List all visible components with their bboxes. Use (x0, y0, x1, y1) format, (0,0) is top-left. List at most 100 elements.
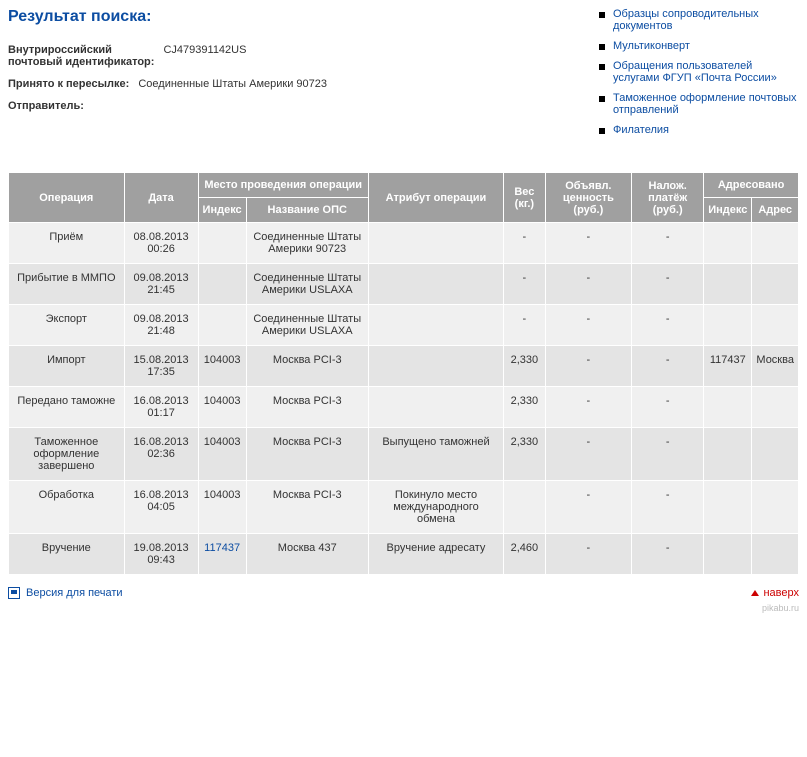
cell-weight (504, 481, 545, 534)
cell-aidx (704, 534, 752, 575)
cell-weight: 2,330 (504, 346, 545, 387)
print-label: Версия для печати (26, 587, 123, 599)
sidebar-link[interactable]: Таможенное оформление почтовых отправлен… (613, 92, 799, 116)
cell-date: 19.08.2013 09:43 (124, 534, 198, 575)
cell-op: Импорт (9, 346, 125, 387)
sidebar-item[interactable]: Обращения пользователей услугами ФГУП «П… (599, 60, 799, 84)
bullet-icon (599, 64, 605, 70)
th-index: Индекс (198, 198, 246, 223)
cell-date: 09.08.2013 21:45 (124, 264, 198, 305)
bullet-icon (599, 44, 605, 50)
cell-aidx (704, 264, 752, 305)
cell-attr (368, 305, 503, 346)
cell-index[interactable]: 117437 (198, 534, 246, 575)
cell-addr: Москва (752, 346, 799, 387)
table-row: Приём08.08.2013 00:26 Соединенные Штаты А… (9, 223, 799, 264)
cell-addr (752, 481, 799, 534)
cell-date: 09.08.2013 21:48 (124, 305, 198, 346)
cell-index: 104003 (198, 387, 246, 428)
th-addr: Адрес (752, 198, 799, 223)
bullet-icon (599, 12, 605, 18)
cell-op: Приём (9, 223, 125, 264)
cell-attr (368, 387, 503, 428)
th-operation: Операция (9, 173, 125, 223)
cell-aidx: 117437 (704, 346, 752, 387)
cell-op: Обработка (9, 481, 125, 534)
bullet-icon (599, 128, 605, 134)
cell-cod: - (632, 223, 704, 264)
th-addressed-group: Адресовано (704, 173, 799, 198)
arrow-up-icon (751, 590, 759, 596)
table-row: Прибытие в ММПО09.08.2013 21:45Соединенн… (9, 264, 799, 305)
accepted-label: Принято к пересылке: (8, 78, 129, 90)
cell-index: 104003 (198, 346, 246, 387)
cell-decl: - (545, 264, 632, 305)
cell-cod: - (632, 481, 704, 534)
cell-aidx (704, 305, 752, 346)
cell-decl: - (545, 346, 632, 387)
table-row: Импорт15.08.2013 17:35104003Москва PCI-3… (9, 346, 799, 387)
cell-ops: Москва 437 (246, 534, 368, 575)
cell-ops: Москва PCI-3 (246, 387, 368, 428)
th-addr-index: Индекс (704, 198, 752, 223)
sidebar-link[interactable]: Мультиконверт (613, 40, 690, 52)
cell-cod: - (632, 346, 704, 387)
th-declared: Объявл. ценность (руб.) (545, 173, 632, 223)
sidebar-link[interactable]: Филателия (613, 124, 669, 136)
cell-addr (752, 264, 799, 305)
cell-ops: Соединенные Штаты Америки 90723 (246, 223, 368, 264)
cell-op: Передано таможне (9, 387, 125, 428)
th-cod: Налож. платёж (руб.) (632, 173, 704, 223)
cell-decl: - (545, 481, 632, 534)
tracking-table: Операция Дата Место проведения операции … (8, 172, 799, 575)
cell-attr: Выпущено таможней (368, 428, 503, 481)
watermark: pikabu.ru (0, 603, 807, 613)
sidebar-link[interactable]: Обращения пользователей услугами ФГУП «П… (613, 60, 799, 84)
sidebar-item[interactable]: Таможенное оформление почтовых отправлен… (599, 92, 799, 116)
cell-date: 08.08.2013 00:26 (124, 223, 198, 264)
back-to-top-link[interactable]: наверх (751, 587, 799, 599)
sidebar: Образцы сопроводительных документов Мульт… (579, 8, 799, 144)
sidebar-item[interactable]: Филателия (599, 124, 799, 136)
cell-ops: Москва PCI-3 (246, 346, 368, 387)
cell-decl: - (545, 305, 632, 346)
cell-index (198, 264, 246, 305)
meta-identifier: Внутрироссийский почтовый идентификатор:… (8, 44, 579, 68)
cell-weight: - (504, 223, 545, 264)
table-row: Таможенное оформление завершено16.08.201… (9, 428, 799, 481)
cell-date: 16.08.2013 02:36 (124, 428, 198, 481)
cell-date: 16.08.2013 01:17 (124, 387, 198, 428)
cell-cod: - (632, 387, 704, 428)
cell-ops: Москва PCI-3 (246, 428, 368, 481)
table-row: Вручение19.08.2013 09:43117437Москва 437… (9, 534, 799, 575)
cell-weight: - (504, 305, 545, 346)
cell-op: Таможенное оформление завершено (9, 428, 125, 481)
cell-addr (752, 305, 799, 346)
id-value: CJ479391142US (163, 44, 246, 56)
cell-weight: - (504, 264, 545, 305)
sidebar-item[interactable]: Образцы сопроводительных документов (599, 8, 799, 32)
table-row: Экспорт09.08.2013 21:48Соединенные Штаты… (9, 305, 799, 346)
cell-addr (752, 534, 799, 575)
sender-label: Отправитель: (8, 100, 84, 112)
up-label: наверх (763, 587, 799, 599)
cell-decl: - (545, 428, 632, 481)
cell-addr (752, 428, 799, 481)
cell-weight: 2,330 (504, 387, 545, 428)
cell-attr (368, 346, 503, 387)
sidebar-item[interactable]: Мультиконверт (599, 40, 799, 52)
cell-cod: - (632, 428, 704, 481)
accepted-value: Соединенные Штаты Америки 90723 (138, 78, 327, 90)
cell-index (198, 223, 246, 264)
cell-index: 104003 (198, 428, 246, 481)
cell-aidx (704, 428, 752, 481)
print-link[interactable]: Версия для печати (8, 587, 123, 599)
cell-addr (752, 387, 799, 428)
th-ops: Название ОПС (246, 198, 368, 223)
cell-ops: Москва PCI-3 (246, 481, 368, 534)
cell-weight: 2,460 (504, 534, 545, 575)
table-row: Обработка16.08.2013 04:05104003Москва PC… (9, 481, 799, 534)
cell-weight: 2,330 (504, 428, 545, 481)
sidebar-link[interactable]: Образцы сопроводительных документов (613, 8, 799, 32)
cell-aidx (704, 481, 752, 534)
